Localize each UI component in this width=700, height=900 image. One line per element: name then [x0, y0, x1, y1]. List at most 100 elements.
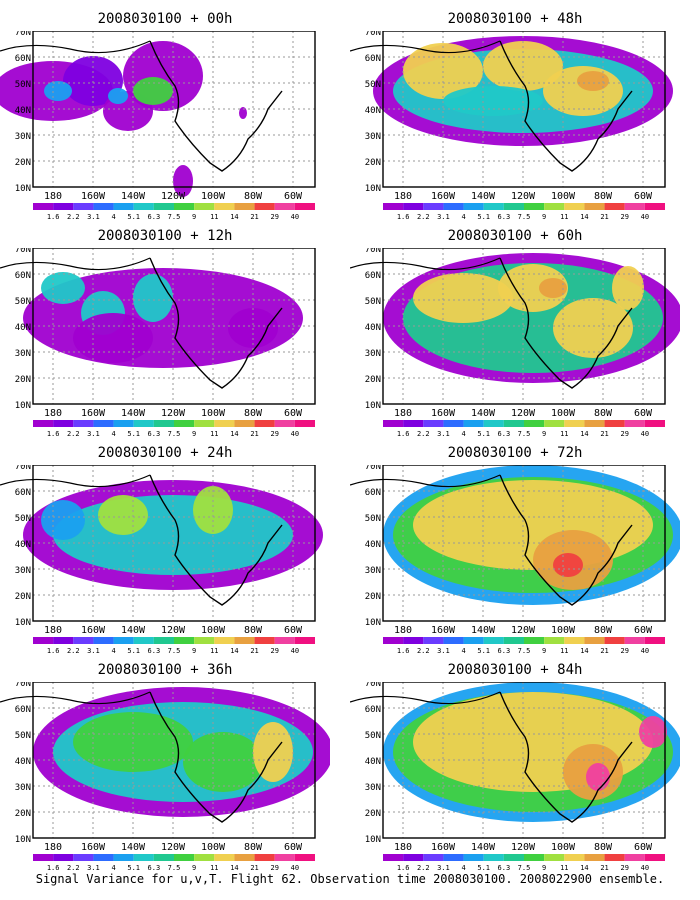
lat-tick-label: 60N	[365, 271, 381, 281]
legend-label: 29	[270, 213, 278, 221]
legend-label: 40	[641, 864, 649, 872]
legend-swatch	[423, 854, 444, 861]
lon-tick-label: 100W	[201, 842, 226, 853]
legend-label: 21	[250, 864, 258, 872]
lat-tick-label: 40N	[365, 106, 381, 116]
legend-label: 29	[270, 864, 278, 872]
lat-tick-label: 70N	[365, 31, 381, 38]
legend-label: 4	[461, 430, 465, 438]
legend-swatch	[423, 420, 444, 427]
panel-title: 2008030100 + 84h	[447, 662, 583, 678]
legend-swatch	[234, 637, 255, 644]
lon-tick-label: 60W	[284, 408, 303, 419]
legend-swatch	[274, 203, 295, 210]
legend-swatch	[483, 854, 504, 861]
legend-swatch	[564, 637, 585, 644]
lat-tick-label: 10N	[15, 618, 31, 628]
legend-swatch	[624, 637, 645, 644]
legend-swatch	[254, 420, 275, 427]
lon-tick-label: 180	[44, 842, 62, 853]
coastline	[149, 40, 283, 172]
legend-swatch	[33, 637, 54, 644]
lat-tick-label: 10N	[365, 835, 381, 845]
lat-tick-label: 50N	[365, 80, 381, 90]
legend-label: 11	[210, 213, 218, 221]
coastline	[0, 474, 151, 488]
legend-swatch	[544, 203, 565, 210]
legend-label: 6.3	[148, 647, 161, 655]
legend-swatch	[604, 854, 625, 861]
panel-36h: 2008030100 + 36h 70N 60N 50N 40N 30N 20N 10N 18…	[0, 661, 330, 875]
coastline	[499, 257, 633, 389]
legend-swatch	[214, 203, 235, 210]
legend-label: 14	[230, 864, 238, 872]
legend-swatch	[644, 637, 665, 644]
panel-72h: 2008030100 + 72h 70N 60N 50N 40N 30N 20N 10N 18…	[350, 444, 680, 658]
legend-swatch	[584, 420, 605, 427]
lon-tick-label: 100W	[201, 625, 226, 636]
legend-label: 4	[111, 864, 115, 872]
legend-label: 3.1	[437, 213, 450, 221]
lon-tick-label: 80W	[594, 191, 613, 202]
coastline	[0, 40, 151, 54]
lat-tick-label: 20N	[365, 592, 381, 602]
legend-label: 6.3	[148, 213, 161, 221]
lat-tick-label: 70N	[15, 682, 31, 689]
legend-label: 29	[620, 213, 628, 221]
coastline	[149, 257, 283, 389]
legend-label: 21	[600, 213, 608, 221]
legend-label: 5.1	[477, 213, 490, 221]
legend-label: 40	[291, 213, 299, 221]
legend-label: 14	[580, 213, 588, 221]
legend-label: 11	[560, 213, 568, 221]
legend-swatch	[383, 854, 404, 861]
legend-swatch	[214, 854, 235, 861]
legend-swatch	[73, 637, 94, 644]
legend-swatch	[93, 420, 114, 427]
lat-tick-label: 40N	[365, 540, 381, 550]
legend-label: 9	[192, 213, 196, 221]
legend-label: 9	[542, 213, 546, 221]
legend-swatch	[584, 203, 605, 210]
lon-tick-label: 80W	[594, 625, 613, 636]
panel-title: 2008030100 + 60h	[447, 228, 583, 244]
lon-tick-label: 160W	[431, 842, 456, 853]
legend-swatch	[113, 420, 134, 427]
legend-swatch	[423, 203, 444, 210]
legend-swatch	[53, 854, 74, 861]
legend-label: 14	[580, 647, 588, 655]
legend-swatch	[113, 203, 134, 210]
lat-tick-label: 50N	[15, 731, 31, 741]
legend-swatch	[644, 854, 665, 861]
legend-swatch	[73, 854, 94, 861]
lat-tick-label: 30N	[365, 566, 381, 576]
figure-caption: Signal Variance for u,v,T. Flight 62. Ob…	[35, 872, 665, 886]
lon-tick-label: 140W	[121, 408, 146, 419]
lon-tick-label: 100W	[551, 625, 576, 636]
legend-swatch	[194, 637, 215, 644]
legend-label: 3.1	[87, 430, 100, 438]
legend-label: 9	[192, 864, 196, 872]
legend-swatch	[234, 420, 255, 427]
legend-swatch	[503, 854, 524, 861]
legend-label: 4	[461, 864, 465, 872]
lon-tick-label: 120W	[511, 191, 536, 202]
legend-label: 4	[111, 430, 115, 438]
lat-tick-label: 50N	[15, 514, 31, 524]
legend-label: 9	[192, 430, 196, 438]
legend-swatch	[503, 203, 524, 210]
legend-label: 2.2	[417, 430, 430, 438]
legend-label: 2.2	[67, 430, 80, 438]
legend-label: 11	[560, 647, 568, 655]
legend-label: 2.2	[417, 864, 430, 872]
legend-label: 6.3	[148, 864, 161, 872]
lat-tick-label: 50N	[365, 514, 381, 524]
variance-map: 70N 60N 50N 40N 30N 20N 10N 180 160W 140W 120W 100W…	[350, 248, 680, 438]
lon-tick-label: 140W	[471, 842, 496, 853]
variance-field	[0, 41, 247, 197]
legend-swatch	[463, 854, 484, 861]
lon-tick-label: 160W	[431, 191, 456, 202]
lon-tick-label: 140W	[121, 842, 146, 853]
legend-swatch	[254, 637, 275, 644]
lon-tick-label: 80W	[594, 408, 613, 419]
